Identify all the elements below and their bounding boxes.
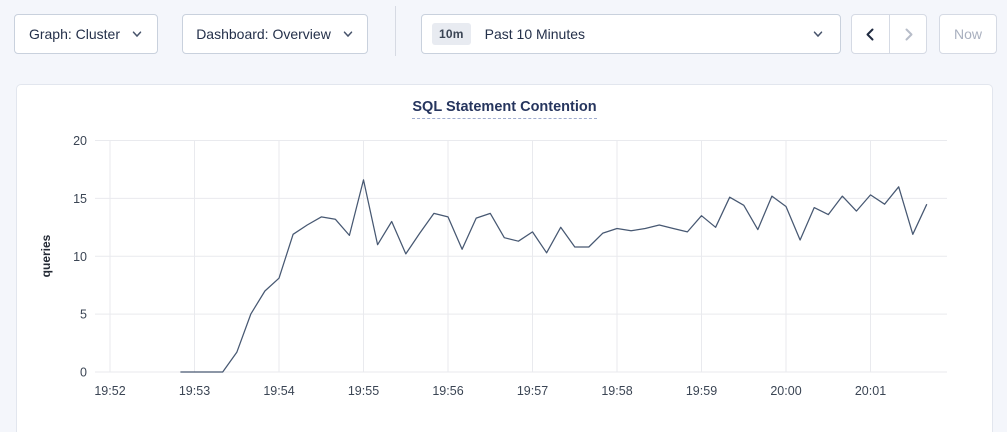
chevron-down-icon [812,28,824,40]
time-range-dropdown[interactable]: 10m Past 10 Minutes [421,14,841,54]
y-grid-and-labels: 0 5 10 15 20 [73,134,947,380]
svg-text:20:00: 20:00 [770,384,801,398]
dashboard-dropdown[interactable]: Dashboard: Overview [182,14,368,54]
chart-title-row: SQL Statement Contention [17,85,992,119]
svg-text:20:01: 20:01 [855,384,886,398]
svg-text:19:55: 19:55 [348,384,379,398]
chevron-right-icon [901,27,916,42]
chart-card: SQL Statement Contention 0 5 10 15 20 19:52 19… [16,84,993,432]
svg-text:19:57: 19:57 [517,384,548,398]
y-axis-title: queries [39,234,53,277]
graph-dropdown[interactable]: Graph: Cluster [14,14,158,54]
svg-text:0: 0 [80,366,87,380]
time-prev-button[interactable] [852,15,889,53]
time-next-button[interactable] [889,15,926,53]
time-window-badge: 10m [432,23,471,45]
dashboard-dropdown-label: Dashboard: Overview [196,26,331,42]
svg-text:19:52: 19:52 [94,384,125,398]
x-grid-and-labels: 19:52 19:53 19:54 19:55 19:56 19:57 19:58 19:59… [94,140,886,398]
chevron-down-icon [342,28,354,40]
svg-text:19:58: 19:58 [601,384,632,398]
svg-text:10: 10 [73,250,87,264]
toolbar-divider [395,6,396,56]
svg-text:19:56: 19:56 [432,384,463,398]
svg-text:19:54: 19:54 [263,384,294,398]
chevron-down-icon [131,28,143,40]
time-window-label: Past 10 Minutes [484,26,586,42]
graph-dropdown-label: Graph: Cluster [28,26,121,42]
svg-text:5: 5 [80,308,87,322]
queries-line-series [180,179,928,373]
chevron-left-icon [863,27,878,42]
svg-text:20: 20 [73,134,87,148]
time-step-button-group [851,14,927,54]
chart-title[interactable]: SQL Statement Contention [412,99,597,119]
svg-text:19:53: 19:53 [179,384,210,398]
toolbar: Graph: Cluster Dashboard: Overview 10m P… [0,0,1007,56]
svg-text:15: 15 [73,192,87,206]
svg-text:19:59: 19:59 [686,384,717,398]
now-button[interactable]: Now [939,14,997,54]
